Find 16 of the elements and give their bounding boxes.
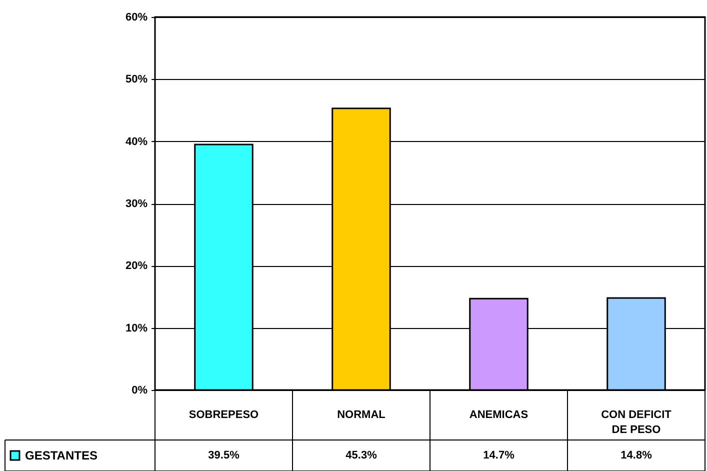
data-label: 39.5%	[208, 450, 240, 462]
y-tick-label: 20%	[125, 260, 148, 272]
x-tick-label: NORMAL	[337, 409, 386, 421]
legend-label: GESTANTES	[25, 448, 98, 462]
y-tick-label: 0%	[132, 384, 148, 396]
y-tick-label: 10%	[125, 322, 148, 334]
x-tick-label: SOBREPESO	[188, 409, 260, 421]
data-label: 45.3%	[346, 450, 378, 462]
y-tick-label: 30%	[125, 198, 148, 210]
y-tick-label: 60%	[125, 12, 148, 24]
x-tick-label: ANEMICAS	[469, 409, 528, 421]
y-tick-label: 40%	[125, 136, 148, 148]
x-tick-label: CON DEFICIT DE PESO	[601, 409, 672, 436]
data-label: 14.8%	[620, 450, 652, 462]
y-tick-label: 50%	[125, 74, 148, 86]
data-label: 14.7%	[483, 450, 515, 462]
